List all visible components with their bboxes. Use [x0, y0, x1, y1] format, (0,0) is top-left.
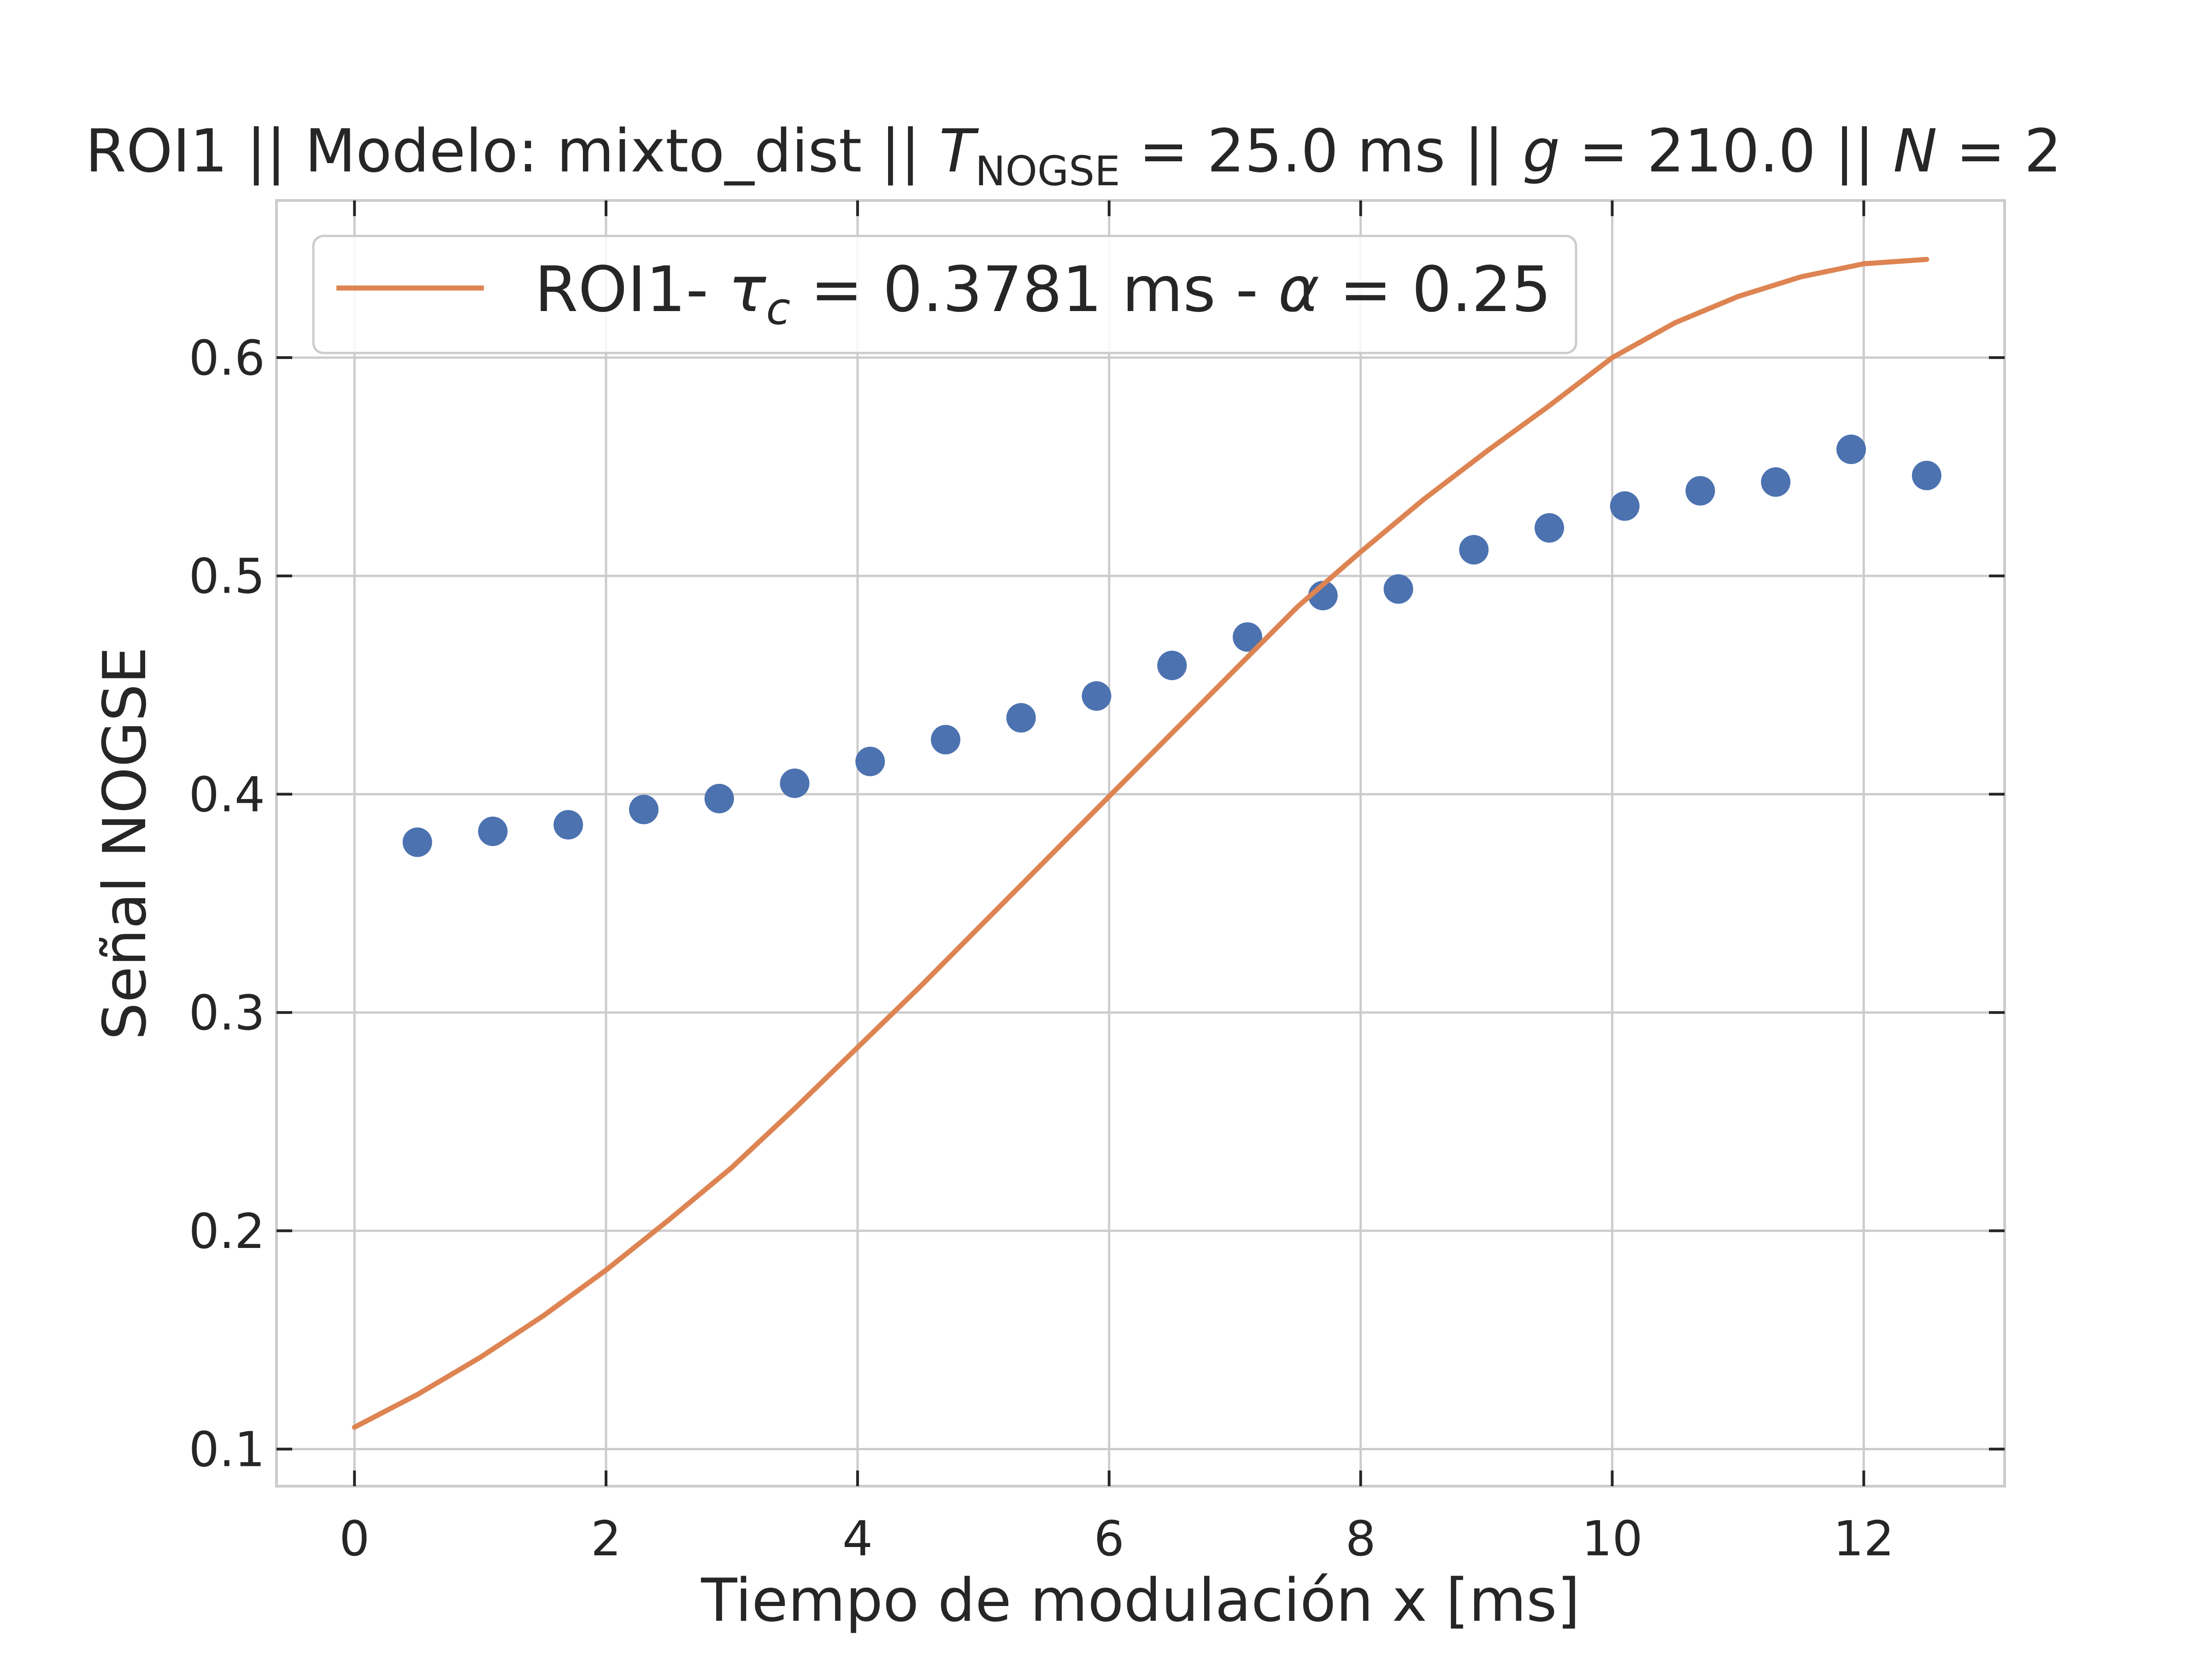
title-t-symbol: T [939, 117, 979, 186]
x-tick-label: 6 [1094, 1511, 1124, 1567]
data-point [930, 725, 960, 754]
data-point [1006, 703, 1036, 733]
y-tick-label: 0.2 [189, 1203, 265, 1259]
ticks: 0 2 4 6 8 10 12 0.1 0.2 0.3 0.4 0.5 0.6 [189, 200, 2005, 1567]
title-t-value: = 25.0 ms || [1120, 117, 1523, 186]
legend-tau-subscript: c [766, 283, 790, 335]
data-point [1836, 435, 1866, 464]
legend: ROI1- τc = 0.3781 ms - α = 0.25 [312, 235, 1577, 354]
title-g-value: = 210.0 || [1560, 117, 1893, 186]
data-point [855, 747, 885, 777]
data-point [780, 768, 810, 798]
data-point [1082, 681, 1112, 711]
data-point [1761, 467, 1791, 497]
data-point [1157, 650, 1187, 680]
y-tick-label: 0.1 [189, 1421, 265, 1477]
data-point [1912, 460, 1941, 490]
title-n-symbol: N [1893, 117, 1937, 186]
x-tick-label: 12 [1833, 1511, 1894, 1567]
data-point [1383, 574, 1413, 604]
legend-tau-symbol: τ [728, 253, 766, 326]
y-tick-label: 0.3 [189, 985, 265, 1041]
legend-frame [312, 235, 1577, 354]
data-point [402, 827, 432, 857]
data-point [478, 816, 508, 846]
grid [276, 200, 2005, 1486]
y-tick-label: 0.4 [189, 766, 265, 823]
y-tick-label: 0.6 [189, 330, 265, 386]
data-point [629, 794, 659, 824]
legend-alpha-value: = 0.25 [1319, 253, 1551, 326]
data-point [1459, 535, 1489, 565]
data-point [1535, 513, 1565, 543]
x-tick-label: 4 [842, 1511, 873, 1567]
title-t-subscript: NOGSE [975, 147, 1120, 195]
x-tick-label: 10 [1582, 1511, 1642, 1567]
x-tick-label: 8 [1346, 1511, 1376, 1567]
data-point [553, 810, 583, 840]
plot-frame [275, 199, 2006, 1488]
y-axis-label: Señal NOGSE [91, 647, 159, 1040]
x-tick-label: 0 [339, 1511, 370, 1567]
title-g-symbol: g [1523, 117, 1560, 186]
data-point [1232, 622, 1262, 652]
x-tick-label: 2 [591, 1511, 621, 1567]
title-n-value: = 2 [1937, 117, 2062, 186]
data-point [704, 783, 734, 813]
x-axis-label: Tiempo de modulación x [ms] [700, 1566, 1580, 1635]
legend-prefix: ROI1- [535, 253, 728, 326]
data-point [1610, 491, 1640, 521]
data-point [1685, 476, 1715, 506]
series [352, 257, 1941, 1430]
legend-tau-value: = 0.3781 ms - [790, 253, 1278, 326]
fit-curve [352, 257, 1930, 1430]
chart-title: ROI1 || Modelo: mixto_dist || TNOGSE = 2… [85, 117, 2062, 195]
y-tick-label: 0.5 [189, 548, 265, 605]
title-prefix: ROI1 || Modelo: mixto_dist || [85, 117, 939, 186]
legend-label: ROI1- τc = 0.3781 ms - α = 0.25 [535, 253, 1551, 335]
legend-alpha-symbol: α [1278, 253, 1320, 326]
